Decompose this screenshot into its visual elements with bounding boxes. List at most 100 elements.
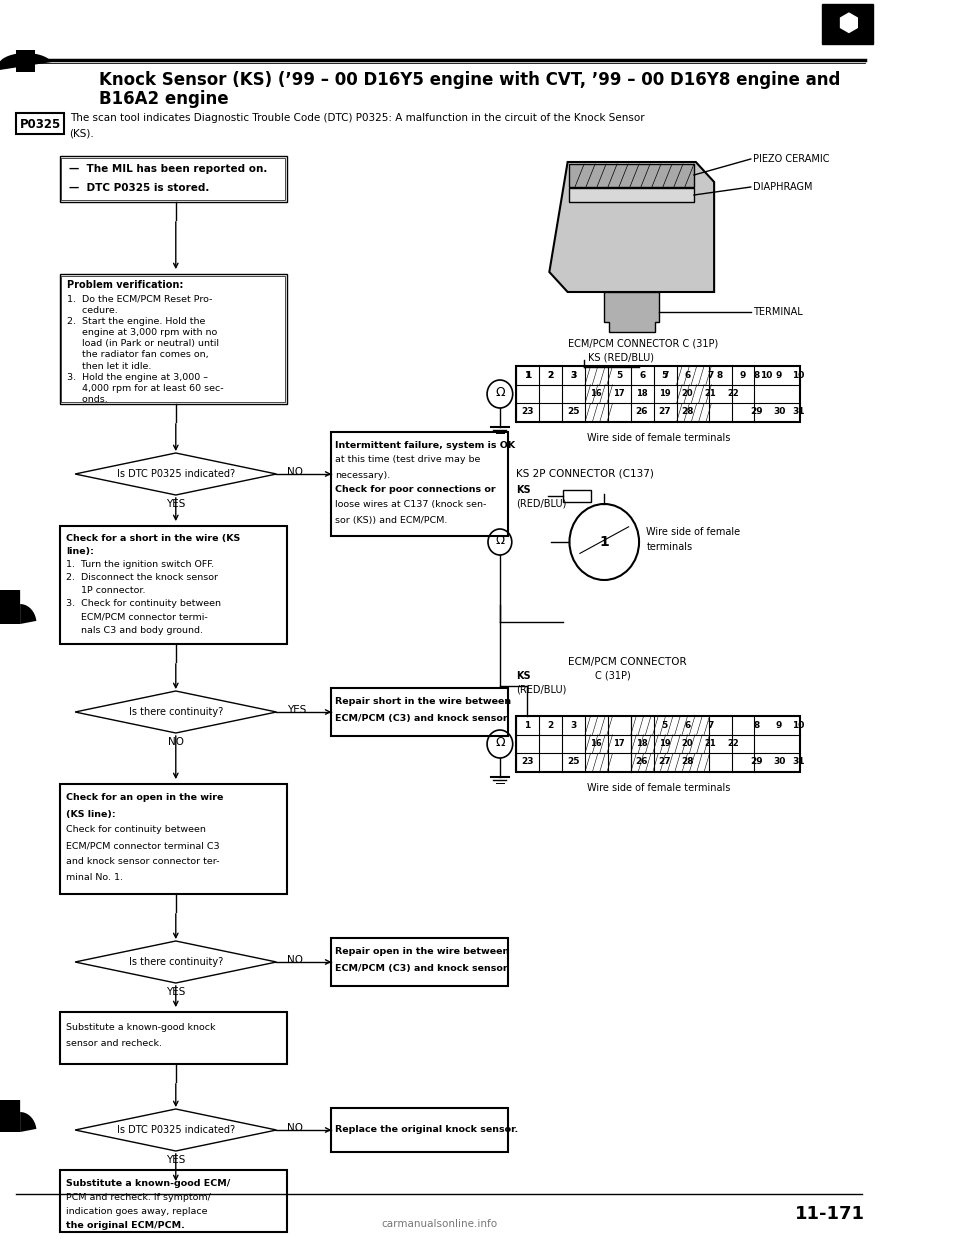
FancyBboxPatch shape — [60, 1170, 287, 1232]
Text: 16: 16 — [590, 739, 602, 749]
FancyBboxPatch shape — [61, 276, 285, 402]
FancyBboxPatch shape — [60, 527, 287, 645]
Text: Ω: Ω — [495, 735, 505, 749]
Text: 1P connector.: 1P connector. — [66, 586, 145, 595]
Text: 6: 6 — [684, 722, 690, 730]
Text: cedure.: cedure. — [67, 306, 117, 314]
Text: 19: 19 — [659, 739, 670, 749]
Text: PCM and recheck. If symptom/: PCM and recheck. If symptom/ — [66, 1192, 211, 1201]
Text: 21: 21 — [705, 739, 716, 749]
Polygon shape — [75, 453, 276, 496]
FancyBboxPatch shape — [331, 432, 508, 537]
Text: NO: NO — [287, 955, 303, 965]
Text: 10: 10 — [792, 722, 804, 730]
Polygon shape — [4, 1100, 36, 1131]
Text: 29: 29 — [750, 758, 762, 766]
FancyBboxPatch shape — [822, 4, 873, 43]
Text: engine at 3,000 rpm with no: engine at 3,000 rpm with no — [67, 328, 217, 337]
Text: 2: 2 — [547, 371, 554, 380]
Text: C (31P): C (31P) — [595, 671, 631, 681]
Text: 20: 20 — [682, 390, 693, 399]
Text: (RED/BLU): (RED/BLU) — [516, 499, 566, 509]
Text: 9: 9 — [776, 722, 782, 730]
Text: (KS).: (KS). — [69, 128, 94, 138]
Text: 1: 1 — [524, 371, 531, 380]
Text: 22: 22 — [728, 739, 739, 749]
Text: —  The MIL has been reported on.: — The MIL has been reported on. — [69, 164, 267, 174]
Text: at this time (test drive may be: at this time (test drive may be — [335, 456, 480, 465]
Text: Intermittent failure, system is OK: Intermittent failure, system is OK — [335, 441, 516, 450]
Text: Knock Sensor (KS) (’99 – 00 D16Y5 engine with CVT, ’99 – 00 D16Y8 engine and: Knock Sensor (KS) (’99 – 00 D16Y5 engine… — [99, 71, 840, 89]
Text: YES: YES — [166, 987, 185, 997]
Text: 18: 18 — [636, 390, 648, 399]
Text: 2.  Disconnect the knock sensor: 2. Disconnect the knock sensor — [66, 573, 218, 582]
Text: 3.  Hold the engine at 3,000 –: 3. Hold the engine at 3,000 – — [67, 373, 207, 381]
FancyBboxPatch shape — [61, 158, 285, 200]
Polygon shape — [75, 941, 276, 982]
Text: 30: 30 — [773, 407, 785, 416]
Text: 23: 23 — [521, 407, 534, 416]
Polygon shape — [604, 292, 660, 332]
Text: ⬢: ⬢ — [837, 12, 859, 36]
Text: line):: line): — [66, 546, 94, 555]
Text: 23: 23 — [521, 758, 534, 766]
Text: 25: 25 — [567, 758, 580, 766]
Text: 6: 6 — [639, 371, 645, 380]
Text: the original ECM/PCM.: the original ECM/PCM. — [66, 1221, 184, 1230]
Text: KS (RED/BLU): KS (RED/BLU) — [588, 353, 654, 363]
Polygon shape — [75, 1109, 276, 1151]
Text: necessary).: necessary). — [335, 471, 391, 479]
Text: Wire side of female: Wire side of female — [646, 527, 740, 537]
Text: Wire side of female terminals: Wire side of female terminals — [587, 433, 730, 443]
Text: 6: 6 — [684, 371, 690, 380]
Text: 3: 3 — [570, 722, 576, 730]
Text: 27: 27 — [659, 407, 671, 416]
Polygon shape — [0, 1100, 20, 1131]
Text: Check for poor connections or: Check for poor connections or — [335, 486, 495, 494]
Text: (RED/BLU): (RED/BLU) — [516, 686, 566, 696]
Text: 20: 20 — [682, 739, 693, 749]
Text: 31: 31 — [792, 758, 804, 766]
Text: 21: 21 — [705, 390, 716, 399]
Text: Substitute a known-good knock: Substitute a known-good knock — [66, 1022, 215, 1032]
Text: ECM/PCM connector termi-: ECM/PCM connector termi- — [66, 612, 207, 622]
Text: P0325: P0325 — [19, 118, 60, 130]
Text: NO: NO — [287, 467, 303, 477]
Text: 3: 3 — [570, 371, 576, 380]
Text: YES: YES — [287, 705, 307, 715]
Polygon shape — [75, 691, 276, 733]
Text: Problem verification:: Problem verification: — [67, 279, 183, 289]
Text: minal No. 1.: minal No. 1. — [66, 873, 123, 883]
FancyBboxPatch shape — [16, 113, 64, 134]
Text: Substitute a known-good ECM/: Substitute a known-good ECM/ — [66, 1179, 230, 1187]
Text: 31: 31 — [792, 407, 804, 416]
Polygon shape — [569, 164, 694, 188]
FancyBboxPatch shape — [516, 715, 801, 773]
Text: 22: 22 — [728, 390, 739, 399]
Text: 19: 19 — [659, 390, 670, 399]
FancyBboxPatch shape — [564, 491, 590, 502]
Text: YES: YES — [166, 499, 185, 509]
Text: DIAPHRAGM: DIAPHRAGM — [753, 183, 812, 193]
Text: 1.  Turn the ignition switch OFF.: 1. Turn the ignition switch OFF. — [66, 560, 214, 569]
Text: 30: 30 — [773, 758, 785, 766]
Text: onds.: onds. — [67, 395, 108, 405]
Text: Is there continuity?: Is there continuity? — [129, 707, 223, 717]
Text: 3: 3 — [570, 371, 577, 380]
Text: ECM/PCM (C3) and knock sensor.: ECM/PCM (C3) and knock sensor. — [335, 713, 510, 723]
Text: 1: 1 — [525, 371, 531, 380]
Text: 4,000 rpm for at least 60 sec-: 4,000 rpm for at least 60 sec- — [67, 384, 224, 394]
Text: YES: YES — [166, 1155, 185, 1165]
Text: 9: 9 — [776, 371, 782, 380]
Polygon shape — [0, 590, 20, 623]
Text: Check for continuity between: Check for continuity between — [66, 826, 205, 835]
Polygon shape — [549, 161, 714, 292]
Text: ECM/PCM connector terminal C3: ECM/PCM connector terminal C3 — [66, 842, 220, 851]
Text: ECM/PCM CONNECTOR: ECM/PCM CONNECTOR — [567, 657, 686, 667]
Text: 7: 7 — [708, 722, 713, 730]
Text: 8: 8 — [717, 371, 723, 380]
Text: Repair short in the wire between: Repair short in the wire between — [335, 698, 512, 707]
Text: PIEZO CERAMIC: PIEZO CERAMIC — [753, 154, 829, 164]
Text: 16: 16 — [590, 390, 602, 399]
Text: 26: 26 — [636, 758, 648, 766]
